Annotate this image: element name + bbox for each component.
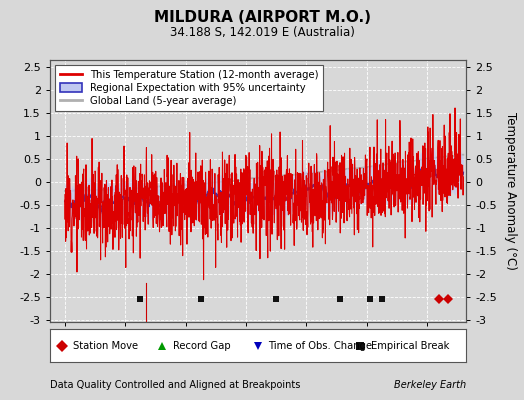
Text: MILDURA (AIRPORT M.O.): MILDURA (AIRPORT M.O.)	[154, 10, 370, 25]
Text: Data Quality Controlled and Aligned at Breakpoints: Data Quality Controlled and Aligned at B…	[50, 380, 300, 390]
Text: Berkeley Earth: Berkeley Earth	[394, 380, 466, 390]
Text: Station Move: Station Move	[73, 341, 138, 350]
Y-axis label: Temperature Anomaly (°C): Temperature Anomaly (°C)	[504, 112, 517, 270]
Text: Record Gap: Record Gap	[173, 341, 230, 350]
Legend: This Temperature Station (12-month average), Regional Expectation with 95% uncer: This Temperature Station (12-month avera…	[55, 65, 323, 111]
Text: 34.188 S, 142.019 E (Australia): 34.188 S, 142.019 E (Australia)	[170, 26, 354, 39]
Text: Empirical Break: Empirical Break	[370, 341, 449, 350]
Text: Time of Obs. Change: Time of Obs. Change	[268, 341, 373, 350]
